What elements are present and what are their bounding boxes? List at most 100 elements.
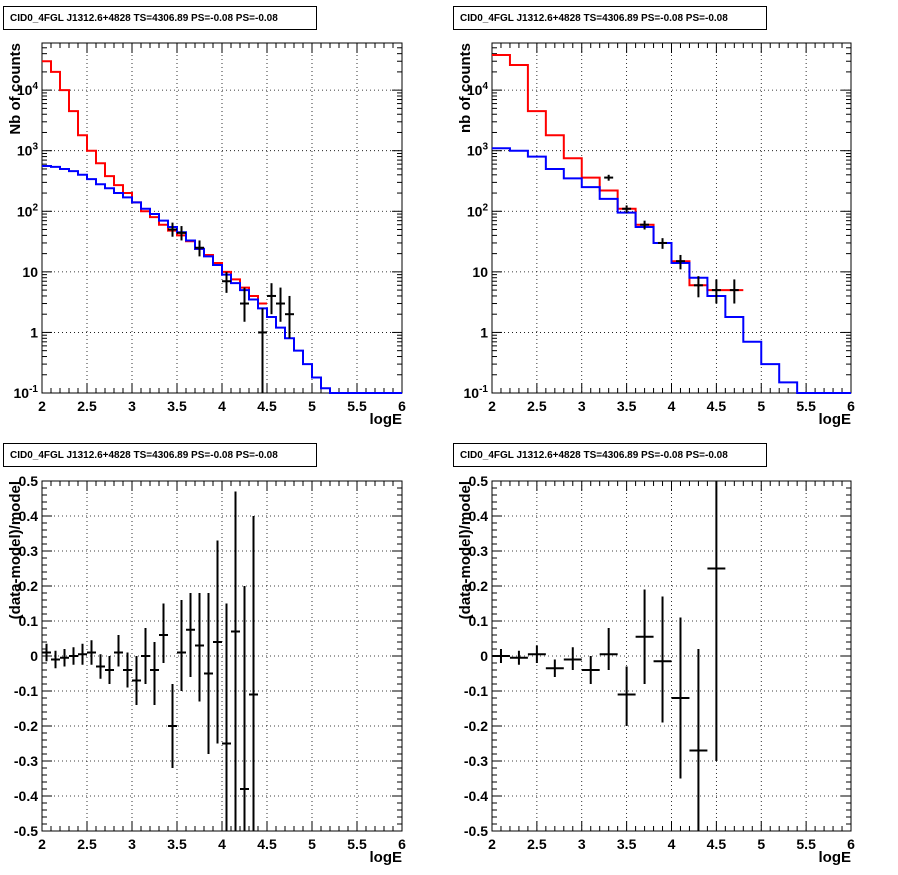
data-point bbox=[123, 652, 132, 688]
data-point bbox=[640, 220, 650, 230]
data-point bbox=[222, 271, 231, 293]
y-tick-label: -0.4 bbox=[14, 788, 38, 804]
y-tick-label: 102 bbox=[17, 202, 39, 219]
data-point bbox=[60, 649, 69, 667]
data-point bbox=[599, 628, 618, 670]
y-tick-label: 0.1 bbox=[469, 613, 489, 629]
x-tick-label: 5 bbox=[308, 398, 316, 414]
y-tick-label: 0.4 bbox=[19, 508, 39, 524]
grid bbox=[492, 481, 851, 831]
x-tick-label: 2.5 bbox=[77, 398, 97, 414]
data-point bbox=[213, 540, 222, 744]
data-point bbox=[105, 656, 114, 684]
x-tick-label: 3.5 bbox=[167, 836, 187, 852]
x-tick-label: 5.5 bbox=[796, 398, 816, 414]
data-point bbox=[622, 205, 632, 213]
histogram-series-2 bbox=[42, 164, 402, 394]
y-tick-label: 10 bbox=[472, 264, 488, 280]
y-tick-label: 0 bbox=[480, 648, 488, 664]
data-point bbox=[150, 642, 159, 705]
data-point bbox=[635, 589, 654, 684]
y-axis: -0.5 -0.4 -0.3 -0.2 -0.1 0 0.1 0.2 0.3 0.4 0.5(dat… bbox=[457, 473, 851, 839]
x-tick-label: 4.5 bbox=[257, 836, 277, 852]
y-tick-label: 10-1 bbox=[14, 384, 39, 401]
data-point bbox=[114, 635, 123, 667]
data-point bbox=[240, 287, 249, 322]
y-axis-label: Nb of counts bbox=[7, 43, 24, 135]
data-point bbox=[132, 656, 141, 705]
x-tick-label: 2.5 bbox=[527, 398, 547, 414]
data-point bbox=[177, 226, 186, 241]
data-point bbox=[267, 283, 276, 315]
data-point bbox=[604, 174, 614, 181]
y-tick-label: -0.1 bbox=[464, 683, 488, 699]
data-point bbox=[711, 279, 721, 304]
x-tick-label: 4.5 bbox=[257, 398, 277, 414]
y-tick-label: 102 bbox=[467, 202, 489, 219]
y-axis-label: nb of counts bbox=[457, 43, 474, 133]
y-tick-label: -0.1 bbox=[14, 683, 38, 699]
data-point bbox=[141, 628, 150, 684]
y-tick-label: -0.2 bbox=[14, 718, 38, 734]
data-point bbox=[258, 308, 267, 393]
x-axis-label: logE bbox=[370, 411, 403, 428]
data-point bbox=[195, 593, 204, 702]
grid bbox=[42, 481, 402, 831]
data-point bbox=[509, 650, 528, 665]
x-tick-label: 3 bbox=[128, 398, 136, 414]
data-point bbox=[581, 656, 600, 684]
data-point bbox=[222, 603, 231, 831]
data-point bbox=[545, 659, 564, 677]
data-point bbox=[186, 593, 195, 677]
data-point bbox=[204, 593, 213, 754]
x-tick-label: 6 bbox=[398, 398, 406, 414]
grid bbox=[492, 43, 851, 393]
x-tick-label: 5.5 bbox=[347, 398, 367, 414]
x-tick-label: 5 bbox=[757, 836, 765, 852]
x-tick-label: 2 bbox=[488, 836, 496, 852]
data-point bbox=[69, 647, 78, 665]
data-point bbox=[653, 596, 672, 723]
x-tick-label: 6 bbox=[398, 836, 406, 852]
data-point bbox=[276, 287, 285, 322]
data-point bbox=[51, 650, 60, 669]
y-tick-label: 0.2 bbox=[469, 578, 489, 594]
x-tick-label: 4 bbox=[668, 836, 676, 852]
x-tick-label: 5 bbox=[757, 398, 765, 414]
y-tick-label: -0.4 bbox=[464, 788, 488, 804]
x-tick-label: 6 bbox=[847, 836, 855, 852]
data-point bbox=[675, 254, 685, 270]
data-point bbox=[689, 649, 708, 831]
panel-4: 2 2.5 3 3.5 4 4.5 5 5.5 6logE-0.5-0.4-0.3-0.2-0.… bbox=[457, 473, 855, 866]
data-point bbox=[231, 491, 240, 831]
histogram-series-2 bbox=[492, 147, 851, 394]
data-point bbox=[159, 603, 168, 663]
data-point bbox=[240, 586, 249, 831]
data-point bbox=[658, 238, 668, 249]
y-tick-label: 104 bbox=[467, 81, 489, 98]
data-point bbox=[492, 649, 510, 663]
y-tick-label: 0.1 bbox=[19, 613, 39, 629]
x-tick-label: 2 bbox=[488, 398, 496, 414]
data-point bbox=[168, 222, 177, 237]
x-tick-label: 3 bbox=[578, 836, 586, 852]
y-tick-label: -0.5 bbox=[464, 823, 488, 839]
histogram-series-1 bbox=[42, 60, 267, 305]
data-points bbox=[42, 491, 258, 831]
data-points bbox=[604, 174, 739, 304]
x-tick-label: 6 bbox=[847, 398, 855, 414]
x-tick-label: 4.5 bbox=[707, 398, 727, 414]
y-tick-label: 1 bbox=[30, 324, 38, 340]
data-point bbox=[707, 481, 726, 761]
data-point bbox=[617, 666, 636, 726]
grid bbox=[42, 43, 402, 393]
x-tick-label: 4.5 bbox=[707, 836, 727, 852]
y-tick-label: 0.5 bbox=[19, 473, 39, 489]
x-axis-label: logE bbox=[819, 411, 852, 428]
data-point bbox=[96, 654, 105, 679]
y-tick-label: 103 bbox=[17, 142, 39, 159]
